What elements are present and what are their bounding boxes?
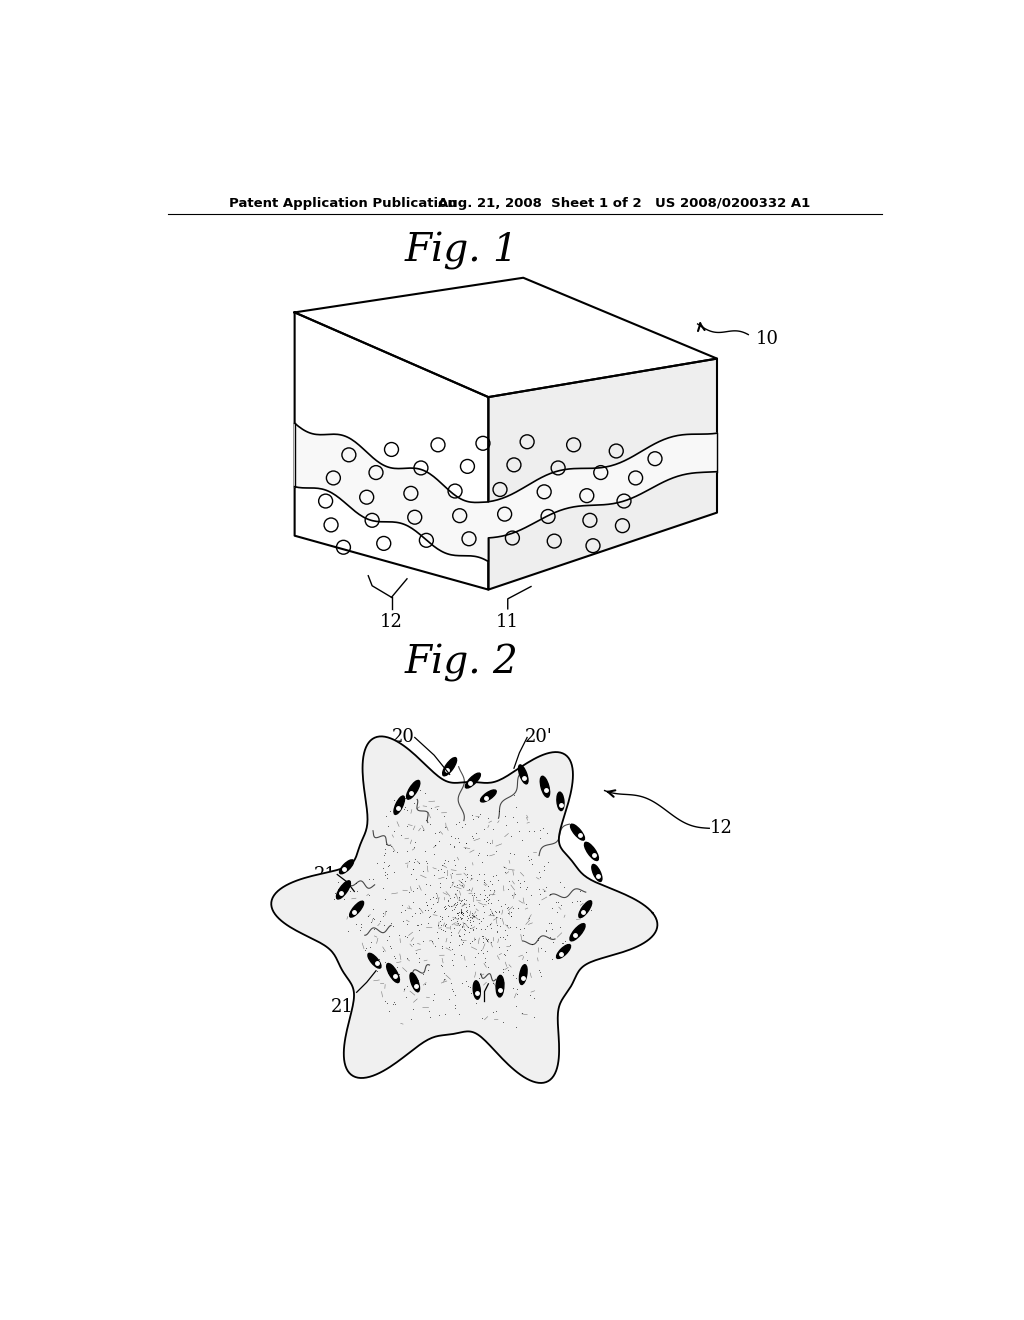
Ellipse shape	[570, 924, 585, 941]
Text: 21': 21'	[331, 998, 358, 1015]
Text: Fig. 1: Fig. 1	[404, 232, 518, 269]
Ellipse shape	[337, 880, 350, 899]
Text: 21: 21	[314, 866, 337, 883]
Ellipse shape	[368, 953, 381, 968]
Text: Fig. 2: Fig. 2	[404, 644, 518, 681]
Ellipse shape	[518, 764, 528, 784]
Text: 20: 20	[392, 729, 415, 746]
Ellipse shape	[541, 776, 550, 797]
Text: 11: 11	[497, 612, 519, 631]
Text: Aug. 21, 2008  Sheet 1 of 2: Aug. 21, 2008 Sheet 1 of 2	[438, 197, 642, 210]
Text: Patent Application Publication: Patent Application Publication	[228, 197, 457, 210]
Polygon shape	[295, 277, 717, 397]
Ellipse shape	[496, 975, 504, 997]
Polygon shape	[271, 737, 657, 1082]
Ellipse shape	[570, 824, 585, 840]
Ellipse shape	[410, 973, 420, 991]
Text: 12: 12	[710, 820, 732, 837]
Ellipse shape	[579, 900, 592, 917]
Ellipse shape	[340, 859, 353, 874]
Text: 20': 20'	[525, 729, 553, 746]
Text: 10: 10	[756, 330, 778, 348]
Ellipse shape	[592, 865, 602, 882]
Polygon shape	[295, 424, 717, 561]
Ellipse shape	[394, 796, 404, 814]
Ellipse shape	[465, 774, 480, 788]
Ellipse shape	[473, 981, 480, 999]
Ellipse shape	[557, 792, 564, 810]
Ellipse shape	[519, 965, 527, 985]
Text: 21": 21"	[469, 1006, 500, 1023]
Ellipse shape	[349, 902, 364, 917]
Ellipse shape	[442, 758, 457, 776]
Ellipse shape	[480, 789, 497, 803]
Text: 12: 12	[380, 612, 402, 631]
Ellipse shape	[585, 842, 598, 861]
Polygon shape	[295, 313, 488, 590]
Ellipse shape	[387, 964, 399, 982]
Ellipse shape	[556, 945, 570, 958]
Ellipse shape	[407, 780, 420, 799]
Text: US 2008/0200332 A1: US 2008/0200332 A1	[655, 197, 810, 210]
Polygon shape	[488, 359, 717, 590]
